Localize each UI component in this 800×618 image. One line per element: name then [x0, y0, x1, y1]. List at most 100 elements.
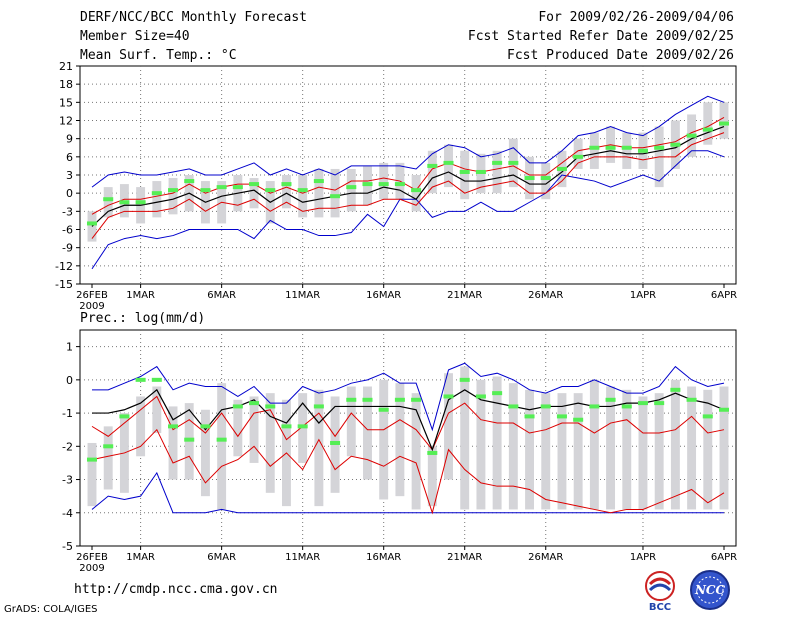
temp-y-tick-label: 18	[59, 78, 73, 91]
temp-observed-marker	[200, 188, 211, 193]
prec-observed-marker	[524, 414, 535, 419]
prec-ensemble-box	[719, 386, 729, 510]
prec-ensemble-box	[363, 386, 372, 480]
temp-ensemble-box	[314, 168, 324, 218]
prec-y-tick-label: -1	[62, 407, 73, 420]
prec-observed-marker	[249, 401, 260, 406]
prec-observed-marker	[378, 407, 389, 412]
temp-y-tick-label: 0	[66, 187, 73, 200]
prec-chart-title: Prec.: log(mm/d)	[80, 311, 205, 326]
temp-observed-marker	[362, 182, 373, 187]
prec-observed-marker	[362, 397, 373, 402]
prec-ensemble-box	[233, 399, 243, 457]
temp-ensemble-box	[573, 138, 583, 169]
temp-observed-marker	[589, 145, 600, 150]
prec-observed-marker	[508, 404, 519, 409]
prec-observed-marker	[621, 404, 632, 409]
prec-ensemble-box	[395, 383, 405, 497]
temp-y-tick-label: 15	[59, 96, 73, 109]
temp-ensemble-box	[298, 175, 308, 218]
prec-y-tick-label: 1	[66, 341, 73, 354]
prec-ensemble-box	[460, 366, 470, 510]
temp-observed-marker	[540, 176, 551, 181]
prec-ensemble-box	[427, 446, 437, 507]
bcc-logo-text: BCC	[649, 602, 671, 612]
temp-observed-marker	[232, 185, 243, 190]
temp-observed-marker	[330, 194, 341, 199]
prec-line-min	[91, 471, 724, 514]
temp-observed-marker	[605, 145, 616, 150]
prec-ensemble-box	[314, 389, 324, 507]
forecast-period: For 2009/02/26-2009/04/06	[538, 10, 734, 25]
prec-x-tick-label: 16MAR	[366, 552, 401, 563]
prec-observed-marker	[151, 377, 162, 382]
prec-x-tick-label: 6MAR	[207, 552, 236, 563]
temp-ensemble-box	[541, 162, 551, 200]
prec-y-tick-label: 0	[66, 374, 73, 387]
prec-observed-marker	[168, 424, 179, 429]
prec-ensemble-box	[136, 396, 146, 457]
temp-ensemble-box	[703, 102, 713, 145]
prec-ensemble-box	[654, 393, 664, 510]
prec-observed-marker	[281, 424, 292, 429]
temp-observed-marker	[184, 179, 195, 184]
prec-observed-marker	[216, 437, 227, 442]
temp-x-tick-label: 6APR	[711, 290, 737, 301]
source-url[interactable]: http://cmdp.ncc.cma.gov.cn	[74, 582, 278, 597]
prec-ensemble-box	[476, 379, 486, 510]
prec-ensemble-box	[103, 426, 113, 490]
temp-observed-marker	[670, 142, 681, 147]
temp-x-tick-label: 21MAR	[447, 290, 482, 301]
temp-line-spread-lower	[91, 132, 725, 239]
temp-ensemble-box	[103, 187, 113, 218]
temp-observed-marker	[621, 145, 632, 150]
prec-ensemble-box	[525, 389, 534, 510]
temp-ensemble-box	[152, 181, 162, 218]
prec-ensemble-box	[168, 406, 178, 480]
temp-y-tick-label: 21	[59, 60, 73, 73]
temp-ensemble-box	[719, 102, 729, 139]
temp-observed-marker	[686, 133, 697, 138]
prec-observed-marker	[702, 414, 713, 419]
temp-ensemble-box	[427, 150, 437, 194]
temp-ensemble-box	[379, 162, 389, 200]
prec-x-tick-label: 26FEB 2009	[76, 552, 108, 574]
prec-observed-marker	[605, 397, 616, 402]
temp-observed-marker	[637, 148, 648, 153]
prec-observed-marker	[330, 440, 341, 445]
prec-ensemble-box	[87, 442, 97, 507]
prec-line-spread-lower	[91, 428, 725, 515]
prec-ensemble-box	[492, 376, 502, 510]
prec-ensemble-box	[687, 386, 697, 510]
temp-x-tick-label: 26FEB 2009	[76, 290, 108, 312]
prec-ensemble-box	[411, 393, 421, 510]
prec-ensemble-box	[152, 386, 162, 434]
temp-ensemble-box	[622, 132, 632, 169]
prec-x-tick-label: 26MAR	[528, 552, 563, 563]
temp-ensemble-box	[411, 175, 421, 212]
prec-x-tick-label: 21MAR	[447, 552, 482, 563]
prec-observed-marker	[540, 404, 551, 409]
prec-observed-marker	[184, 437, 195, 442]
temp-observed-marker	[427, 163, 438, 168]
prec-y-tick-label: -2	[62, 440, 73, 453]
ncc-logo-icon: NCC	[690, 570, 730, 610]
prec-ensemble-box	[557, 393, 567, 510]
prec-ensemble-box	[638, 396, 648, 510]
prec-observed-marker	[119, 414, 130, 419]
temp-x-tick-label: 26MAR	[528, 290, 563, 301]
variable-label: Mean Surf. Temp.: °C	[80, 48, 237, 63]
prec-ensemble-box	[249, 396, 259, 463]
temp-observed-marker	[135, 200, 146, 205]
temp-x-tick-label: 1APR	[630, 290, 656, 301]
temp-x-tick-label: 11MAR	[285, 290, 320, 301]
fcst-started-date: Fcst Started Refer Date 2009/02/25	[467, 29, 734, 44]
prec-observed-marker	[232, 404, 243, 409]
prec-observed-marker	[686, 397, 697, 402]
temp-ensemble-box	[444, 144, 453, 188]
prec-x-tick-label: 1APR	[630, 552, 656, 563]
prec-ensemble-box	[670, 379, 680, 510]
temp-ensemble-box	[589, 132, 599, 169]
chart-title: DERF/NCC/BCC Monthly Forecast	[80, 10, 307, 25]
